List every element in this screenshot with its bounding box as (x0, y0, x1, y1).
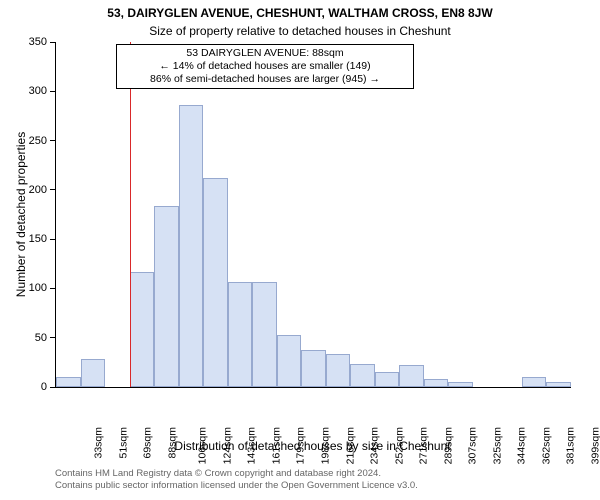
bar (326, 354, 351, 387)
footer: Contains HM Land Registry data © Crown c… (55, 468, 590, 492)
bar (522, 377, 547, 387)
bar (350, 364, 375, 387)
bar (130, 272, 155, 387)
marker-line (130, 42, 131, 387)
x-tick: 399sqm (589, 427, 600, 464)
footer-line-1: Contains HM Land Registry data © Crown c… (55, 468, 590, 480)
infobox-line-3: 86% of semi-detached houses are larger (… (121, 73, 409, 86)
y-tick: 350 (29, 36, 55, 48)
bar (252, 282, 277, 387)
bar (399, 365, 424, 387)
footer-line-2: Contains public sector information licen… (55, 480, 590, 492)
bar (424, 379, 449, 387)
bar (277, 335, 302, 387)
infobox-line-2: ← 14% of detached houses are smaller (14… (121, 60, 409, 73)
y-axis-title: Number of detached properties (14, 42, 28, 387)
x-axis-title: Distribution of detached houses by size … (55, 439, 570, 453)
infobox-line-1: 53 DAIRYGLEN AVENUE: 88sqm (121, 47, 409, 60)
y-tick: 300 (29, 85, 55, 97)
info-box: 53 DAIRYGLEN AVENUE: 88sqm ← 14% of deta… (116, 44, 414, 89)
x-axis-ticks: 33sqm51sqm69sqm88sqm106sqm124sqm143sqm16… (55, 387, 570, 437)
bar (81, 359, 106, 387)
y-tick: 250 (29, 135, 55, 147)
bar (301, 350, 326, 387)
bar (179, 105, 204, 387)
y-tick: 150 (29, 233, 55, 245)
bar (375, 372, 400, 387)
y-tick: 100 (29, 282, 55, 294)
y-tick: 0 (41, 381, 55, 393)
chart-area (55, 42, 571, 388)
y-tick: 200 (29, 184, 55, 196)
page-subtitle: Size of property relative to detached ho… (0, 24, 600, 38)
bar (203, 178, 228, 387)
bar (228, 282, 253, 387)
y-tick: 50 (35, 332, 55, 344)
bar (154, 206, 179, 387)
page-title: 53, DAIRYGLEN AVENUE, CHESHUNT, WALTHAM … (0, 6, 600, 20)
bar (56, 377, 81, 387)
